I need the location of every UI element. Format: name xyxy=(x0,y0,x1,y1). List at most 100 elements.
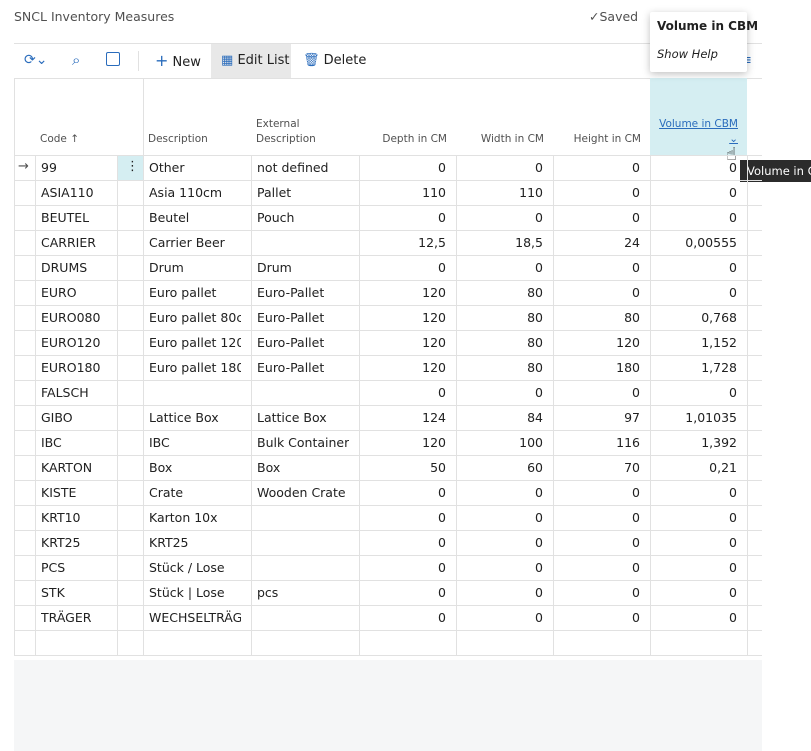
table-cell: 0 xyxy=(438,535,446,550)
table-cell: 1,01035 xyxy=(685,410,737,425)
table-cell: Beutel xyxy=(149,210,190,225)
row-line xyxy=(14,655,762,656)
table-cell: 50 xyxy=(430,460,446,475)
column-line xyxy=(359,155,360,655)
table-cell: 0 xyxy=(632,585,640,600)
table-cell: 0 xyxy=(729,610,737,625)
column-line xyxy=(117,155,118,655)
table-cell: WECHSELTRÄGER xyxy=(149,610,241,625)
table-cell: 0 xyxy=(729,260,737,275)
table-cell: 80 xyxy=(527,310,543,325)
table-cell: 0 xyxy=(535,610,543,625)
table-cell: 0 xyxy=(438,160,446,175)
table-cell: 1,728 xyxy=(701,360,737,375)
table-cell: 100 xyxy=(519,435,543,450)
table-cell: 0 xyxy=(729,510,737,525)
mouse-cursor: ☝ xyxy=(726,144,737,165)
table-cell: 0 xyxy=(438,385,446,400)
column-header[interactable]: Description xyxy=(148,133,208,145)
search-icon[interactable]: ⌕ xyxy=(72,51,81,69)
selected-column-header xyxy=(650,78,747,155)
edit-list-button[interactable] xyxy=(211,44,291,78)
hover-tooltip-text: Volume in C xyxy=(747,164,811,178)
table-cell: 0 xyxy=(729,210,737,225)
table-cell: 116 xyxy=(616,435,640,450)
column-line xyxy=(35,155,36,655)
table-cell: 0 xyxy=(535,260,543,275)
delete-button[interactable]: 🗑 Delete xyxy=(303,53,367,68)
table-cell: 120 xyxy=(422,435,446,450)
table-cell: Euro pallet 180c... xyxy=(149,360,241,375)
table-cell: Wooden Crate xyxy=(257,485,346,500)
column-header[interactable]: Volume in CBM ⌄ xyxy=(659,118,738,145)
table-cell: 70 xyxy=(624,460,640,475)
table-cell: 0 xyxy=(438,510,446,525)
table-cell: 120 xyxy=(422,285,446,300)
row-line xyxy=(14,455,762,456)
table-cell: BEUTEL xyxy=(41,210,90,225)
table-cell: KARTON xyxy=(41,460,93,475)
table-cell: 0 xyxy=(535,510,543,525)
table-cell: 0 xyxy=(632,510,640,525)
table-cell: 0 xyxy=(729,185,737,200)
table-cell: 0 xyxy=(438,485,446,500)
table-cell: FALSCH xyxy=(41,385,89,400)
row-menu-icon[interactable]: ⋮ xyxy=(126,159,139,174)
toolbar-separator xyxy=(138,51,139,71)
row-line xyxy=(14,230,762,231)
header-line xyxy=(14,155,762,156)
table-cell: Stück / Lose xyxy=(149,560,225,575)
current-row-arrow: → xyxy=(18,159,29,174)
column-header[interactable]: Code ↑ xyxy=(40,133,80,145)
table-cell: 0 xyxy=(535,535,543,550)
table-cell: 0 xyxy=(632,385,640,400)
table-cell: 0 xyxy=(535,210,543,225)
table-cell: 0 xyxy=(729,385,737,400)
table-cell: 0 xyxy=(632,610,640,625)
popup-title: Volume in CBM xyxy=(657,19,759,33)
column-header[interactable]: Height in CM xyxy=(573,133,641,145)
table-cell: EURO180 xyxy=(41,360,101,375)
row-line xyxy=(14,580,762,581)
table-cell: IBC xyxy=(41,435,62,450)
table-cell: GIBO xyxy=(41,410,73,425)
table-cell: 0 xyxy=(632,485,640,500)
new-label: New xyxy=(172,55,201,70)
table-cell: 18,5 xyxy=(515,235,543,250)
table-cell: KRT25 xyxy=(149,535,189,550)
row-line xyxy=(14,430,762,431)
row-line xyxy=(14,255,762,256)
table-cell: pcs xyxy=(257,585,279,600)
table-cell: TRÄGER xyxy=(41,610,92,625)
table-cell: 0 xyxy=(632,160,640,175)
table-cell: 0 xyxy=(729,585,737,600)
table-cell: 80 xyxy=(527,360,543,375)
table-cell: 60 xyxy=(527,460,543,475)
table-cell: 0 xyxy=(729,560,737,575)
column-line xyxy=(14,78,15,655)
table-cell: 0 xyxy=(632,210,640,225)
table-cell: PCS xyxy=(41,560,66,575)
show-help-link[interactable]: Show Help xyxy=(657,47,718,61)
table-cell: 84 xyxy=(527,410,543,425)
table-cell: Asia 110cm xyxy=(149,185,223,200)
row-line xyxy=(14,305,762,306)
table-cell: 0 xyxy=(632,260,640,275)
table-cell: 120 xyxy=(616,335,640,350)
row-line xyxy=(14,330,762,331)
column-header[interactable]: External Description xyxy=(256,118,316,145)
filter-pane-icon[interactable] xyxy=(106,52,120,66)
table-cell: 0 xyxy=(438,210,446,225)
dropdown-icon: ⌄ xyxy=(729,133,738,145)
table-cell: not defined xyxy=(257,160,329,175)
column-header[interactable]: Depth in CM xyxy=(382,133,447,145)
new-button[interactable]: + New xyxy=(155,51,201,70)
table-cell: Carrier Beer xyxy=(149,235,225,250)
table-cell: 0 xyxy=(535,485,543,500)
column-header[interactable]: Width in CM xyxy=(480,133,544,145)
row-line xyxy=(14,280,762,281)
saved-status: ✓Saved xyxy=(589,9,639,24)
analysis-icon[interactable]: ⟳⌄ xyxy=(24,52,48,68)
table-cell: Crate xyxy=(149,485,184,500)
row-menu-cell[interactable] xyxy=(117,155,143,180)
